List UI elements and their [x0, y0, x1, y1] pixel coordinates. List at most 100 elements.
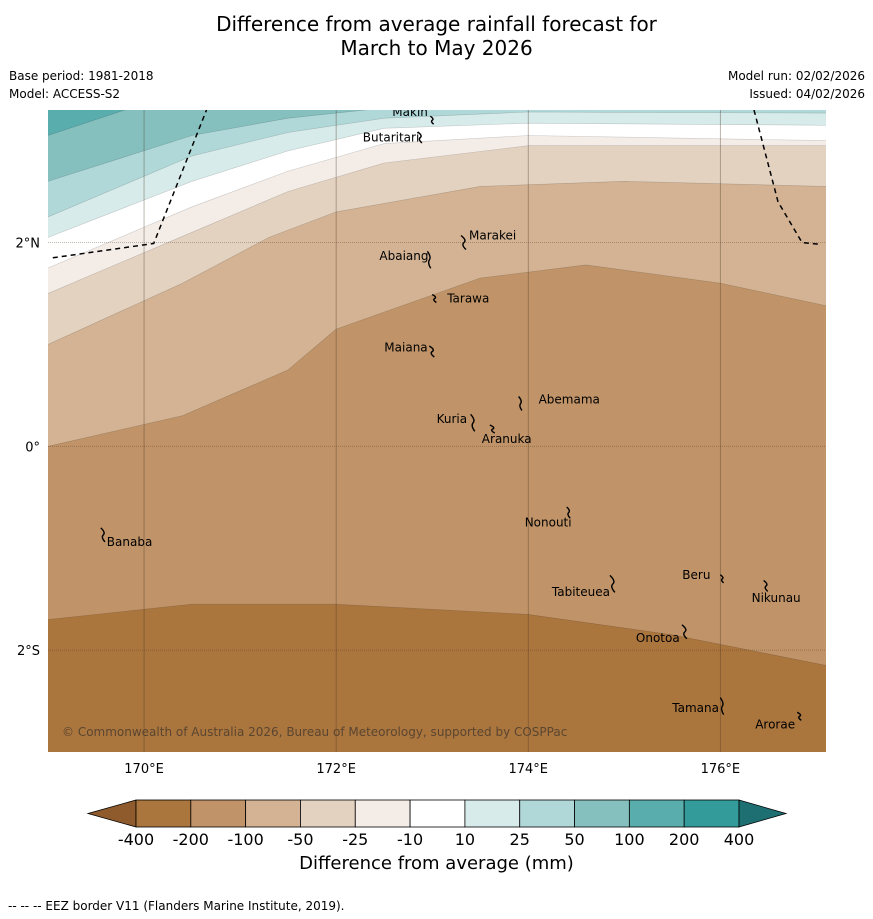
island-outline: [417, 131, 423, 144]
colorbar-swatch: [464, 799, 521, 828]
title-line-2: March to May 2026: [340, 36, 533, 60]
colorbar-tick-label: 200: [669, 830, 700, 849]
island-outline: [719, 574, 725, 584]
island-nonouti: Nonouti: [525, 506, 572, 530]
colorbar-tick-label: -50: [287, 830, 313, 849]
island-outline: [460, 234, 467, 251]
colorbar-swatch: [683, 799, 740, 828]
colorbar-swatch: [628, 799, 685, 828]
band-above-50-to-100: [48, 110, 127, 136]
island-arorae: Arorae: [755, 711, 802, 731]
island-outline: [719, 697, 725, 715]
lat-tick-label: 2°N: [16, 236, 41, 251]
graticule: [48, 110, 826, 752]
lon-tick-label: 176°E: [701, 762, 741, 777]
colorbar-title: Difference from average (mm): [299, 853, 574, 874]
island-label: Maiana: [384, 341, 427, 355]
island-markers: Makin Butaritari Marakei Abaiang Tarawa Maian…: [100, 105, 802, 731]
axis-ticks: 170°E 172°E 174°E 176°E 2°N 0° 2°S: [16, 236, 741, 777]
island-tabiteuea: Tabiteuea: [551, 574, 616, 599]
colorbar-tick-label: 25: [510, 830, 530, 849]
island-beru: Beru: [682, 568, 725, 584]
island-onotoa: Onotoa: [636, 624, 688, 645]
eez-border-line: [52, 110, 208, 259]
eez-footnote: -- -- -- EEZ border V11 (Flanders Marine…: [8, 899, 345, 913]
island-outline: [429, 115, 435, 125]
island-marakei: Marakei: [460, 229, 516, 251]
island-label: Abaiang: [379, 249, 428, 263]
island-label: Beru: [682, 568, 710, 582]
lat-tick-label: 0°: [25, 440, 40, 455]
meta-right: Model run: 02/02/2026 Issued: 04/02/2026: [728, 67, 865, 103]
island-outline: [489, 424, 496, 434]
meta-left: Base period: 1981-2018 Model: ACCESS-S2: [9, 67, 154, 103]
island-label: Abemama: [539, 393, 600, 407]
colorbar-swatch: [519, 799, 575, 828]
colorbar-max-extend: [738, 799, 788, 828]
island-label: Kuria: [437, 412, 468, 426]
island-label: Aranuka: [482, 432, 532, 446]
island-abemama: Abemama: [518, 393, 600, 411]
island-label: Butaritari: [363, 131, 420, 145]
model-name: Model: ACCESS-S2: [9, 87, 121, 101]
colorbar-swatch: [245, 799, 301, 828]
colorbar-swatch: [135, 799, 192, 828]
island-label: Nikunau: [752, 591, 801, 605]
island-outline: [763, 579, 769, 592]
island-label: Onotoa: [636, 631, 680, 645]
island-maiana: Maiana: [384, 341, 435, 358]
island-label: Banaba: [107, 535, 153, 549]
island-kuria: Kuria: [437, 412, 476, 432]
colorbar-tick-label: 100: [614, 830, 645, 849]
lon-tick-label: 174°E: [508, 762, 548, 777]
island-tamana: Tamana: [671, 697, 725, 715]
colorbar-tick-label: -200: [173, 830, 209, 849]
base-period: Base period: 1981-2018: [9, 69, 154, 83]
colorbar-tick-label: -10: [397, 830, 423, 849]
island-label: Arorae: [755, 717, 795, 731]
band-above-25-to-50: [48, 110, 369, 182]
island-banaba: Banaba: [100, 527, 153, 549]
island-outline: [681, 624, 688, 640]
rainfall-bands: [48, 110, 826, 752]
colorbar-tick-label: -400: [118, 830, 154, 849]
issued-date: Issued: 04/02/2026: [749, 87, 865, 101]
island-outline: [428, 345, 435, 358]
island-label: Tabiteuea: [551, 585, 610, 599]
island-outline: [566, 506, 571, 519]
eez-border-line: [753, 110, 822, 246]
lon-tick-label: 172°E: [316, 762, 356, 777]
title-line-1: Difference from average rainfall forecas…: [216, 12, 657, 36]
band-above-10-to-25: [48, 110, 826, 218]
colorbar-tick-label: -25: [342, 830, 368, 849]
island-label: Tarawa: [446, 292, 489, 306]
colorbar-tick-label: -100: [227, 830, 263, 849]
colorbar: -400 -200 -100 -50 -25 -10 10 25 50 100 200 400: [86, 799, 788, 849]
lat-tick-label: 2°S: [17, 644, 40, 659]
island-tarawa: Tarawa: [431, 292, 489, 306]
colorbar-tick-label: 50: [564, 830, 584, 849]
island-abaiang: Abaiang: [379, 249, 432, 269]
lon-tick-label: 170°E: [124, 762, 164, 777]
island-label: Nonouti: [525, 516, 572, 530]
island-outline: [431, 293, 437, 304]
island-outline: [518, 396, 523, 411]
island-outline: [470, 413, 476, 432]
eez-border: [52, 110, 822, 259]
colorbar-swatch: [190, 799, 247, 828]
island-outline: [426, 250, 432, 269]
island-nikunau: Nikunau: [752, 579, 801, 605]
island-label: Makin: [392, 105, 428, 119]
copyright-text: © Commonwealth of Australia 2026, Bureau…: [62, 725, 567, 739]
island-makin: Makin: [392, 105, 435, 125]
colorbar-min-extend: [86, 799, 137, 828]
colorbar-tick-label: 10: [455, 830, 475, 849]
colorbar-swatch: [574, 799, 630, 828]
island-outline: [796, 711, 802, 721]
island-outline: [100, 527, 106, 543]
island-label: Marakei: [469, 229, 516, 243]
colorbar-tick-label: 400: [724, 830, 755, 849]
colorbar-swatch: [409, 799, 466, 828]
colorbar-swatch: [354, 799, 411, 828]
